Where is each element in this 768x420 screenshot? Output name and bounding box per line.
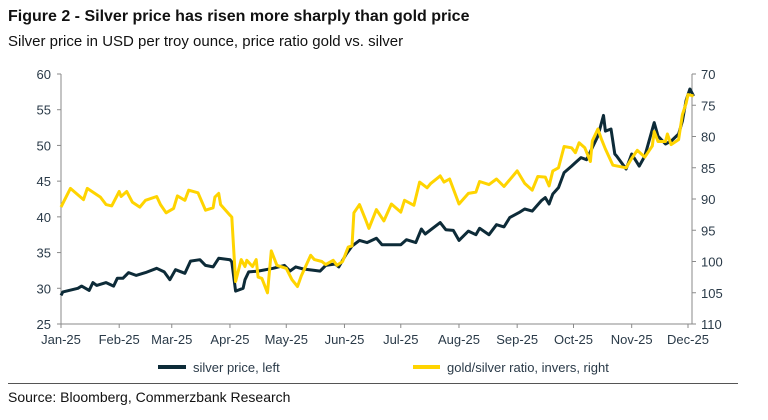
x-tick-label: Apr-25: [210, 332, 249, 347]
left-y-tick-label: 45: [37, 174, 51, 189]
legend-label-ratio: gold/silver ratio, invers, right: [447, 360, 609, 375]
source-divider: [8, 383, 738, 384]
right-y-tick-label: 95: [701, 223, 715, 238]
right-y-tick-label: 75: [701, 98, 715, 113]
x-tick-label: Jul-25: [383, 332, 418, 347]
left-y-tick-label: 40: [37, 210, 51, 225]
chart-title: Figure 2 - Silver price has risen more s…: [8, 8, 470, 25]
chart-subtitle: Silver price in USD per troy ounce, pric…: [8, 33, 404, 50]
gold-silver-ratio-line: [59, 93, 694, 295]
left-y-tick-label: 35: [37, 246, 51, 261]
right-y-tick-label: 70: [701, 67, 715, 82]
right-y-tick-label: 90: [701, 192, 715, 207]
left-y-tick-label: 60: [37, 67, 51, 82]
left-y-tick-label: 25: [37, 317, 51, 332]
x-tick-label: Mar-25: [151, 332, 192, 347]
left-y-tick-label: 55: [37, 103, 51, 118]
x-tick-label: Nov-25: [611, 332, 653, 347]
silver-price-line: [59, 87, 695, 297]
x-tick-label: May-25: [265, 332, 308, 347]
right-y-tick-label: 110: [701, 317, 722, 332]
x-tick-label: Jan-25: [41, 332, 81, 347]
source-note: Source: Bloomberg, Commerzbank Research: [8, 389, 291, 405]
x-tick-label: Feb-25: [99, 332, 140, 347]
left-y-tick-label: 30: [37, 281, 51, 296]
x-tick-label: Jun-25: [325, 332, 365, 347]
left-y-tick-label: 50: [37, 138, 51, 153]
x-tick-label: Dec-25: [667, 332, 709, 347]
x-tick-label: Aug-25: [438, 332, 480, 347]
right-y-tick-label: 85: [701, 161, 715, 176]
x-tick-label: Oct-25: [554, 332, 593, 347]
legend-label-silver: silver price, left: [193, 360, 280, 375]
right-y-tick-label: 100: [701, 255, 723, 270]
right-y-tick-label: 80: [701, 130, 715, 145]
right-y-tick-label: 105: [701, 286, 723, 301]
x-tick-label: Sep-25: [496, 332, 538, 347]
